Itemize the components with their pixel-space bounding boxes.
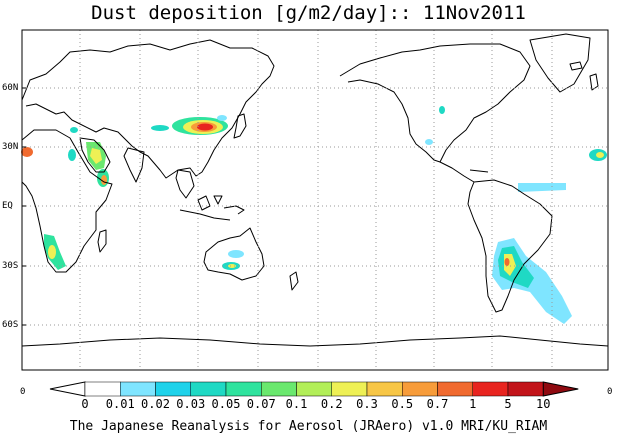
colorbar-box: [402, 381, 438, 397]
coast-greenland: [529, 33, 591, 93]
colorbar-tick-label: 0: [81, 397, 89, 411]
coast-southeast-asia: [175, 169, 195, 199]
coast-arabia: [79, 137, 111, 173]
lat-label-eq: EQ: [2, 201, 13, 211]
colorbar-box: [331, 381, 368, 397]
coast-south-america: [467, 179, 553, 313]
figure-title: Dust deposition [g/m2/day]:: 11Nov2011: [91, 2, 526, 24]
colorbar-box: [261, 381, 297, 397]
dust-plume-west-africa: [21, 147, 33, 157]
colorbar-box: [84, 381, 121, 397]
colorbar-edge-left-label: 0: [20, 387, 26, 397]
coast-north-america: [339, 43, 531, 163]
colorbar-tick-label: 0.1: [285, 397, 308, 411]
colorbar-tick-label: 0.03: [176, 397, 206, 411]
colorbar-tick-label: 1: [469, 397, 477, 411]
lat-ticks: [22, 87, 26, 326]
dust-plume-arabia-core: [90, 148, 102, 164]
coast-japan: [233, 113, 247, 139]
dust-plume-australia-core: [228, 264, 236, 268]
map-border: [21, 29, 609, 371]
dust-plume-australia-north: [228, 250, 244, 258]
colorbar-tick-label: 0.07: [246, 397, 276, 411]
dust-plume-great-plains: [439, 106, 445, 114]
coast-eurasia: [21, 39, 275, 179]
credit-line: The Japanese Reanalysis for Aerosol (JRA…: [69, 419, 548, 434]
colorbar-box: [366, 381, 403, 397]
coast-new-zealand: [289, 271, 299, 291]
dust-plume-china-core: [197, 123, 213, 131]
map-frame: [22, 30, 608, 370]
colorbar-box: [437, 381, 473, 397]
dust-plume-central-asia: [151, 125, 169, 131]
coast-britain: [589, 73, 599, 91]
colorbar-tick-label: 5: [504, 397, 512, 411]
dust-plume-patagonia-peak: [504, 258, 510, 266]
dust-plume-iraq: [70, 127, 78, 133]
colorbar-tick-label: 10: [536, 397, 551, 411]
coast-antarctica: [21, 335, 609, 347]
coast-india: [123, 147, 145, 183]
colorbar-box: [120, 381, 156, 397]
coast-africa: [21, 129, 113, 273]
colorbar-tick-label: 0.3: [356, 397, 378, 411]
dust-plume-mexico: [425, 139, 433, 145]
colorbar-tick-label: 0.5: [391, 397, 414, 411]
dust-plume-atlantic: [518, 183, 566, 192]
dust-plume-southern-africa-core: [48, 245, 56, 259]
colorbar-tick-label: 0.05: [211, 397, 241, 411]
coast-central-america: [439, 161, 489, 183]
colorbar-box: [296, 381, 332, 397]
dust-plume-mongolia: [217, 115, 227, 121]
lat-label-30n: 30N: [2, 142, 19, 152]
lat-label-30s: 30S: [2, 261, 19, 271]
colorbar-box: [225, 381, 262, 397]
colorbar-tick-label: 0.2: [320, 397, 343, 411]
dust-plume-west-africa-wrap-core: [596, 152, 604, 158]
colorbar-box: [507, 381, 544, 397]
colorbar-low-triangle: [49, 381, 86, 397]
colorbar-box: [472, 381, 509, 397]
lat-label-60s: 60S: [2, 320, 19, 330]
dust-plume-egypt: [68, 149, 76, 161]
colorbar-tick-label: 0.7: [426, 397, 449, 411]
colorbar-tick-label: 0.02: [141, 397, 170, 411]
colorbar-box: [155, 381, 191, 397]
colorbar-edge-right-label: 0: [607, 387, 613, 397]
coast-iceland: [569, 61, 583, 71]
colorbar: [49, 381, 579, 397]
coastlines: [21, 33, 609, 347]
colorbar-high-triangle: [542, 381, 579, 397]
lat-label-60n: 60N: [2, 83, 19, 93]
colorbar-tick-label: 0.01: [105, 397, 135, 411]
coast-australia: [203, 227, 265, 281]
coast-madagascar: [97, 229, 107, 253]
graticule: [22, 30, 608, 370]
colorbar-box: [190, 381, 227, 397]
